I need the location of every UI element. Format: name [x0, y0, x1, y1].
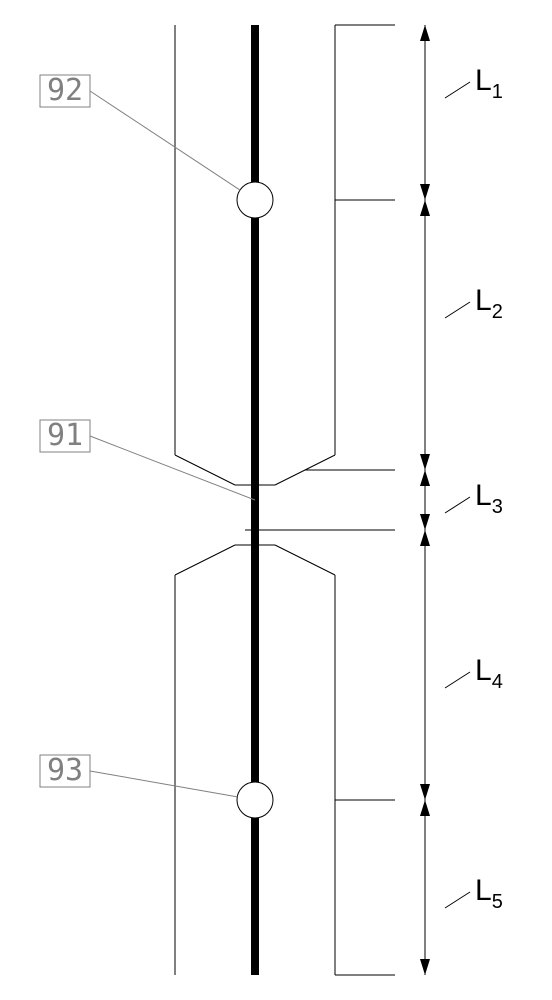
callout-text: 93: [47, 753, 83, 788]
dim-label: L5: [475, 874, 503, 913]
callout-text: 92: [47, 73, 83, 108]
dim-label: L3: [475, 479, 503, 518]
callout-text: 91: [47, 418, 83, 453]
dim-label: L4: [475, 654, 503, 693]
dim-label: L2: [475, 284, 503, 323]
dim-label: L1: [475, 64, 503, 103]
